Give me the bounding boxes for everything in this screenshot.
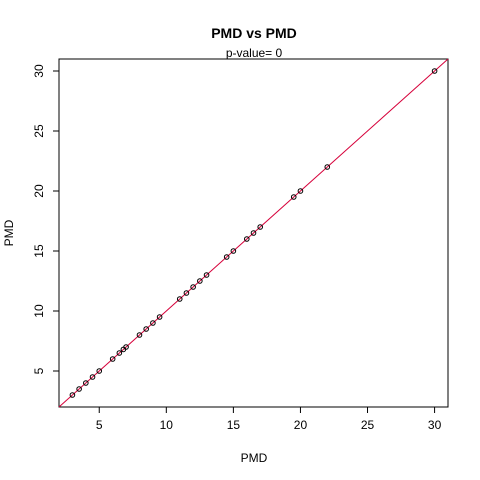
data-point	[156, 314, 163, 320]
data-point	[250, 230, 257, 236]
data-point	[203, 272, 210, 278]
x-tick-label: 25	[361, 418, 375, 432]
x-tick-label: 5	[96, 418, 103, 432]
x-tick-label: 10	[160, 418, 174, 432]
data-point	[197, 278, 203, 284]
data-point	[116, 350, 123, 356]
y-tick-label: 20	[32, 184, 46, 198]
identity-line	[58, 58, 449, 408]
y-tick-label: 5	[32, 367, 46, 374]
x-axis-label: PMD	[241, 451, 268, 465]
data-point	[297, 188, 304, 194]
chart-subtitle: p-value= 0	[226, 46, 283, 60]
data-point	[136, 332, 143, 338]
data-point	[431, 68, 438, 74]
y-tick-label: 30	[32, 64, 46, 78]
data-point	[150, 320, 156, 326]
y-tick-label: 10	[32, 304, 46, 318]
data-point	[243, 236, 250, 242]
y-axis: 5 10 15 20 25 30	[32, 64, 59, 374]
data-point	[69, 392, 76, 398]
data-point	[290, 194, 297, 200]
data-point	[143, 326, 149, 332]
data-point	[223, 254, 230, 260]
data-point	[324, 164, 331, 170]
data-point	[176, 296, 183, 302]
data-point	[257, 224, 264, 230]
x-tick-label: 20	[294, 418, 308, 432]
reference-line-layer	[58, 58, 449, 408]
data-point	[230, 248, 237, 254]
data-point	[83, 380, 89, 386]
chart-title: PMD vs PMD	[211, 25, 297, 41]
data-point	[123, 344, 129, 350]
plot-frame	[58, 58, 449, 408]
y-axis-label: PMD	[2, 219, 16, 246]
y-tick-label: 25	[32, 124, 46, 138]
x-axis: 5 10 15 20 25 30	[96, 407, 442, 432]
y-tick-label: 15	[32, 244, 46, 258]
data-point	[96, 368, 103, 374]
data-point	[76, 386, 82, 392]
data-point	[109, 356, 116, 362]
x-tick-label: 15	[227, 418, 241, 432]
data-point	[190, 284, 196, 290]
data-point	[183, 290, 190, 296]
data-point	[89, 374, 96, 380]
points-layer	[69, 68, 438, 398]
x-tick-label: 30	[428, 418, 442, 432]
